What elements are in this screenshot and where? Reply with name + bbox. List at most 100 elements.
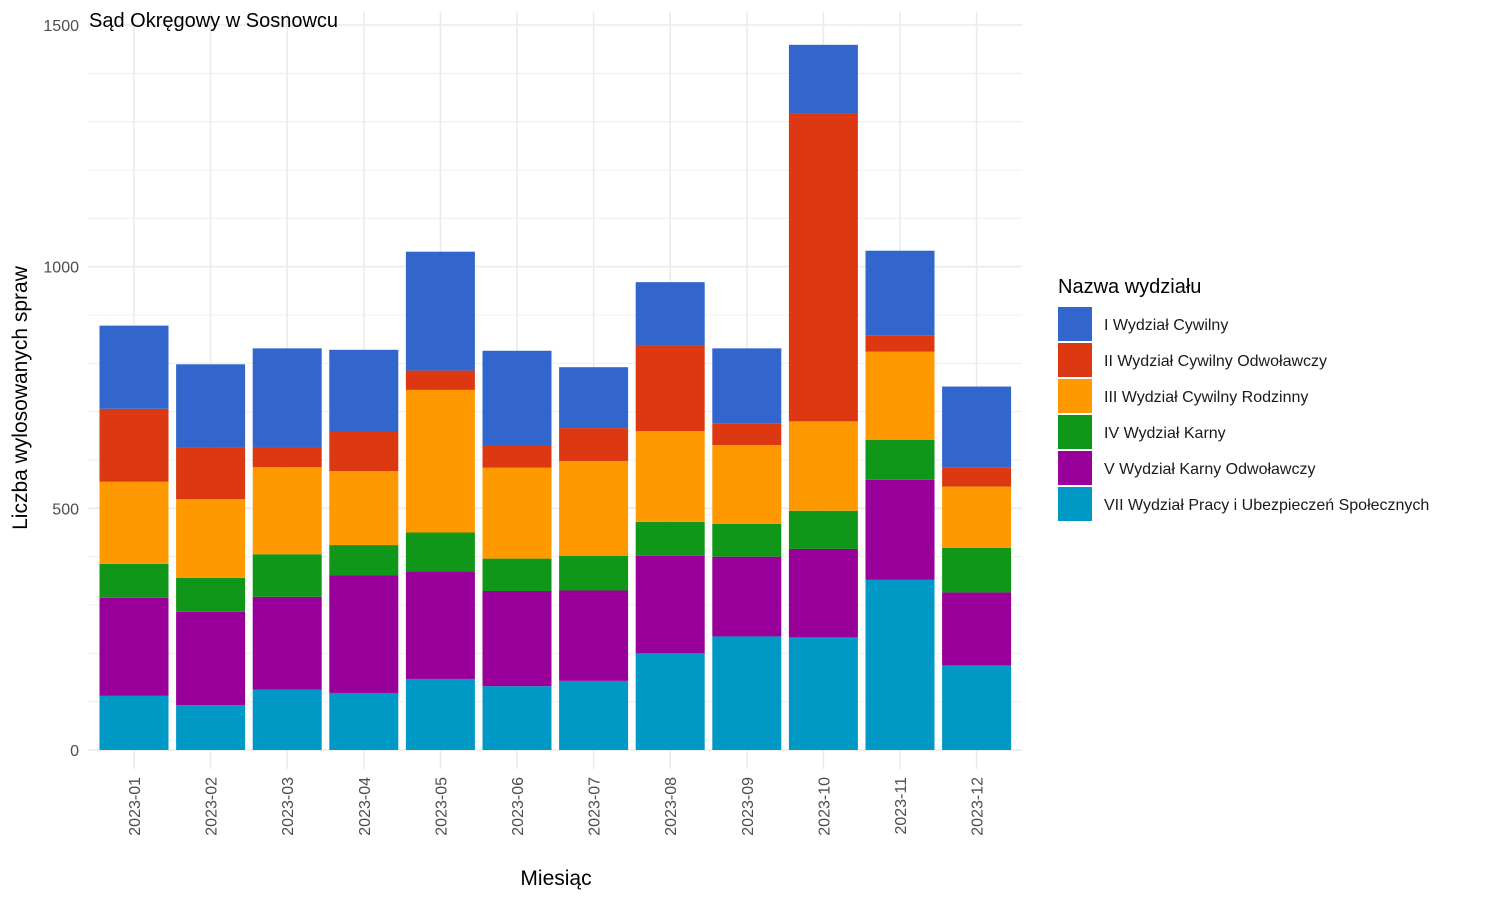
bar-segment [942, 592, 1012, 666]
bar-segment [942, 386, 1012, 468]
y-tick-label: 500 [52, 501, 79, 518]
bar-segment [176, 364, 246, 448]
bar-segment [635, 653, 705, 750]
bar-segment [176, 577, 246, 612]
legend-swatch [1058, 487, 1092, 521]
legend-swatch [1058, 379, 1092, 413]
x-tick-label: 2023-05 [433, 777, 450, 836]
bar-segment [635, 555, 705, 654]
chart-title: Sąd Okręgowy w Sosnowcu [89, 10, 338, 32]
bar-segment [329, 575, 399, 693]
bar-segment [942, 547, 1012, 593]
bar-segment [788, 510, 858, 549]
bar-segment [712, 523, 782, 557]
legend-label: V Wydział Karny Odwoławczy [1104, 461, 1315, 478]
bar-segment [788, 421, 858, 511]
x-tick-label: 2023-02 [204, 777, 221, 836]
x-axis: 2023-01 2023-02 2023-03 2023-04 2023-05 2023-… [127, 777, 987, 836]
x-tick-label: 2023-08 [663, 777, 680, 836]
bar-segment [482, 558, 552, 591]
bar-segment [559, 460, 629, 556]
bar-segment [559, 428, 629, 461]
bar-segment [865, 351, 935, 440]
bar-segment [329, 471, 399, 546]
bar-segment [99, 695, 169, 750]
bar-segment [252, 689, 322, 750]
y-axis: 0 500 1000 1500 [43, 18, 79, 760]
bar-segment [788, 44, 858, 114]
x-tick-label: 2023-10 [816, 777, 833, 836]
bar-segment [176, 447, 246, 500]
bar-segment [482, 467, 552, 559]
x-tick-label: 2023-01 [127, 777, 144, 836]
bar-segment [405, 678, 475, 750]
bar-segment [176, 611, 246, 706]
bar-segment [405, 571, 475, 679]
bar-segment [635, 521, 705, 556]
bar-segment [865, 335, 935, 352]
x-tick-label: 2023-09 [740, 777, 757, 836]
legend-swatch [1058, 307, 1092, 341]
bar-segment [712, 348, 782, 424]
bar-segment [559, 555, 629, 591]
bar-segment [865, 439, 935, 480]
bar-segment [942, 467, 1012, 487]
bar-segment [559, 590, 629, 681]
x-tick-label: 2023-03 [280, 777, 297, 836]
bar-segment [329, 349, 399, 431]
bar-segment [405, 251, 475, 371]
bar-segment [252, 348, 322, 447]
bar-segment [99, 481, 169, 564]
bar-segment [252, 446, 322, 468]
bar-segment [252, 554, 322, 597]
x-tick-label: 2023-11 [893, 777, 910, 835]
x-tick-label: 2023-12 [970, 777, 987, 836]
bar-segment [405, 370, 475, 390]
y-tick-label: 1500 [43, 18, 79, 35]
bar-segment [176, 705, 246, 750]
bar-segment [635, 282, 705, 346]
legend-label: I Wydział Cywilny [1104, 317, 1228, 334]
bar-segment [559, 367, 629, 429]
y-axis-title: Liczba wylosowanych spraw [9, 265, 32, 530]
bar-segment [788, 637, 858, 750]
bar-segment [712, 556, 782, 637]
bar-segment [712, 423, 782, 446]
bar-segment [99, 597, 169, 696]
bar-segment [329, 545, 399, 576]
bar-segment [482, 590, 552, 687]
bar-segment [482, 350, 552, 446]
bar-segment [865, 250, 935, 336]
bar-segment [788, 113, 858, 422]
bar-segment [252, 467, 322, 555]
bar-segment [942, 486, 1012, 548]
bar-segment [482, 686, 552, 750]
bar-segment [99, 563, 169, 598]
bar-segment [252, 596, 322, 690]
bar-segment [635, 431, 705, 522]
legend-label: IV Wydział Karny [1104, 425, 1226, 442]
bar-segment [99, 408, 169, 482]
legend-label: II Wydział Cywilny Odwoławczy [1104, 353, 1327, 370]
bar-segment [99, 325, 169, 409]
legend-swatch [1058, 451, 1092, 485]
bar-segment [712, 636, 782, 750]
x-tick-label: 2023-04 [357, 777, 374, 836]
legend-swatch [1058, 343, 1092, 377]
legend-title: Nazwa wydziału [1058, 276, 1201, 298]
bar-segment [712, 445, 782, 524]
bar-segment [559, 680, 629, 750]
legend-label: VII Wydział Pracy i Ubezpieczeń Społeczn… [1104, 497, 1429, 514]
bar-segment [405, 389, 475, 533]
legend-swatch [1058, 415, 1092, 449]
legend: Nazwa wydziału I Wydział Cywilny II Wydzi… [1058, 276, 1429, 521]
y-tick-label: 0 [70, 743, 79, 760]
y-tick-label: 1000 [43, 260, 79, 277]
bar-segment [482, 445, 552, 468]
bar-segment [942, 665, 1012, 750]
bar-segment [635, 345, 705, 431]
bar-segment [329, 431, 399, 472]
bars [99, 44, 1012, 750]
bar-segment [865, 479, 935, 580]
